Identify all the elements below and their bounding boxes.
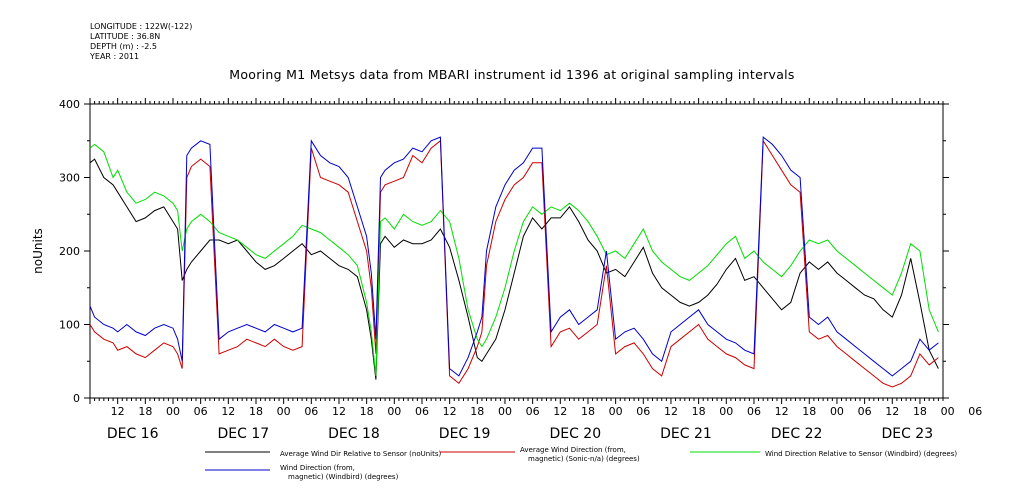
legend-label-2: magnetic) (Sonic-n/a) (degrees) bbox=[528, 455, 640, 463]
x-tick-label: 18 bbox=[581, 405, 595, 418]
y-tick-label: 0 bbox=[73, 392, 80, 405]
x-tick-label: 12 bbox=[221, 405, 235, 418]
x-tick-label: 00 bbox=[277, 405, 291, 418]
x-tick-label: 18 bbox=[249, 405, 263, 418]
y-tick-label: 400 bbox=[59, 98, 80, 111]
latitude-text: LATITUDE : 36.8N bbox=[90, 32, 161, 41]
plot-frame bbox=[89, 103, 944, 399]
chart-title: Mooring M1 Metsys data from MBARI instru… bbox=[229, 67, 795, 82]
legend-label-3: Wind Direction Relative to Sensor (Windb… bbox=[765, 450, 957, 458]
day-label: DEC 16 bbox=[107, 426, 159, 442]
year-text: YEAR : 2011 bbox=[90, 52, 140, 61]
depth-text: DEPTH (m) : -2.5 bbox=[90, 42, 157, 51]
x-tick-label: 18 bbox=[360, 405, 374, 418]
series-line-2 bbox=[89, 139, 939, 388]
x-tick-label: 12 bbox=[553, 405, 567, 418]
y-tick-label: 200 bbox=[59, 245, 80, 258]
x-tick-label: 12 bbox=[111, 405, 125, 418]
x-tick-label: 12 bbox=[443, 405, 457, 418]
x-tick-label: 00 bbox=[719, 405, 733, 418]
legend-label-4: magnetic) (Windbird) (degrees) bbox=[288, 473, 399, 481]
series-line-4 bbox=[89, 136, 939, 377]
x-tick-label: 00 bbox=[166, 405, 180, 418]
x-tick-label: 12 bbox=[775, 405, 789, 418]
day-label: DEC 19 bbox=[439, 426, 491, 442]
y-tick-label: 300 bbox=[59, 172, 80, 185]
day-label: DEC 23 bbox=[881, 426, 933, 442]
x-tick-label: 18 bbox=[802, 405, 816, 418]
metadata-block: LONGITUDE : 122W(-122) LATITUDE : 36.8N … bbox=[90, 22, 192, 62]
legend-label-4: Wind Direction (from, bbox=[280, 464, 355, 472]
x-tick-label: 06 bbox=[636, 405, 650, 418]
x-tick-label: 06 bbox=[968, 405, 982, 418]
day-label: DEC 20 bbox=[549, 426, 601, 442]
x-tick-label: 00 bbox=[498, 405, 512, 418]
x-tick-label: 06 bbox=[415, 405, 429, 418]
x-tick-label: 12 bbox=[664, 405, 678, 418]
day-label: DEC 21 bbox=[660, 426, 712, 442]
x-tick-label: 18 bbox=[138, 405, 152, 418]
x-tick-label: 06 bbox=[194, 405, 208, 418]
x-tick-label: 06 bbox=[858, 405, 872, 418]
x-tick-label: 00 bbox=[609, 405, 623, 418]
x-tick-label: 06 bbox=[747, 405, 761, 418]
legend-label-2: Average Wind Direction (from, bbox=[520, 446, 626, 454]
x-tick-label: 00 bbox=[941, 405, 955, 418]
x-tick-label: 06 bbox=[526, 405, 540, 418]
x-tick-label: 18 bbox=[913, 405, 927, 418]
y-tick-label: 100 bbox=[59, 319, 80, 332]
x-tick-label: 18 bbox=[470, 405, 484, 418]
series-line-3 bbox=[89, 143, 939, 376]
x-tick-label: 12 bbox=[332, 405, 346, 418]
x-tick-label: 18 bbox=[692, 405, 706, 418]
legend-label-1: Average Wind Dir Relative to Sensor (noU… bbox=[280, 450, 441, 458]
x-tick-label: 06 bbox=[304, 405, 318, 418]
x-tick-label: 00 bbox=[387, 405, 401, 418]
x-tick-label: 00 bbox=[830, 405, 844, 418]
y-axis-label: noUnits bbox=[31, 228, 45, 274]
day-label: DEC 22 bbox=[771, 426, 823, 442]
x-tick-label: 12 bbox=[885, 405, 899, 418]
day-label: DEC 17 bbox=[217, 426, 269, 442]
longitude-text: LONGITUDE : 122W(-122) bbox=[90, 22, 193, 31]
series-line-1 bbox=[89, 158, 939, 380]
day-label: DEC 18 bbox=[328, 426, 380, 442]
